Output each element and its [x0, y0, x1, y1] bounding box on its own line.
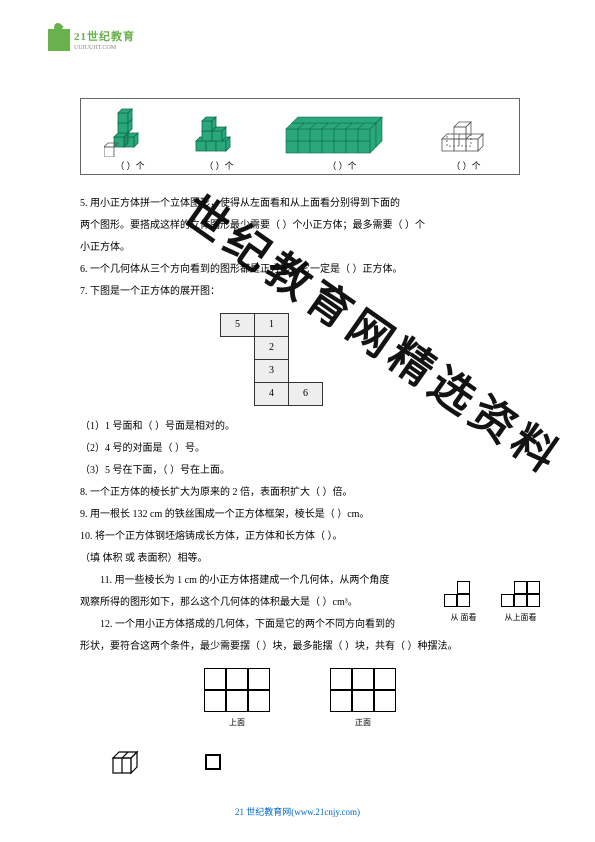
logo-title: 21世纪教育 — [74, 28, 135, 44]
square-icon — [204, 753, 224, 773]
q9: 9. 用一根长 132 cm 的铁丝围成一个正方体框架，棱长是（ ）cm。 — [80, 504, 520, 526]
q7-intro: 7. 下图是一个正方体的展开图： — [80, 281, 520, 303]
cube-figure-3: （ ）个 — [282, 107, 402, 172]
q5-line1: 5. 用小正方体拼一个立体图形，使得从左面看和从上面看分别得到下面的 — [80, 193, 520, 215]
q12-views: 上面 正面 — [80, 668, 520, 732]
q12-2: 形状，要符合这两个条件，最少需要摆（ ）块，最多能摆（ ）块，共有（ ）种摆法。 — [80, 636, 520, 658]
front-view: 正面 — [330, 668, 396, 732]
q7-1: （1）1 号面和（ ）号面是相对的。 — [80, 416, 520, 438]
cube-net-diagram: 51 2 3 46 — [220, 313, 360, 406]
q10-1: 10. 将一个正方体钢坯熔铸成长方体，正方体和长方体（ ）。 — [80, 526, 520, 548]
cube-figure-2: （ ）个 — [190, 107, 248, 172]
page-content: （ ）个 （ ）个 — [80, 98, 520, 776]
cube-icon — [110, 750, 144, 776]
q5-line3: 小正方体。 — [80, 237, 520, 259]
q10-2: （填 体积 或 表面积）相等。 — [80, 548, 520, 570]
footer-url: (www.21cnjy.com) — [291, 807, 360, 817]
footer-site: 21 世纪教育网 — [235, 807, 291, 817]
page-footer: 21 世纪教育网(www.21cnjy.com) — [0, 805, 595, 818]
q7-3: （3）5 号在下面，（ ）号在上面。 — [80, 460, 520, 482]
site-logo: 21世纪教育 UUIUUHT.COM — [48, 28, 135, 51]
cube-label: （ ）个 — [204, 159, 233, 172]
cube-figure-4: （ ）个 — [436, 107, 496, 172]
q6-line1: 6. 一个几何体从三个方向看到的图形都是正方形，它一定是（ ）正方体。 — [80, 259, 520, 281]
cube-label: （ ）个 — [327, 159, 356, 172]
cube-figure-1: （ ）个 — [104, 107, 156, 172]
left-view: 从 面看 — [444, 581, 483, 627]
cube-label: （ ）个 — [451, 159, 480, 172]
q5-line2: 两个图形。要搭成这样的立体图形最少需要（ ）个小正方体；最多需要（ ）个 — [80, 215, 520, 237]
q11-views: 从 面看 从上面看 — [444, 581, 540, 627]
cube-figures-row: （ ）个 （ ）个 — [80, 98, 520, 175]
q8: 8. 一个正方体的棱长扩大为原来的 2 倍，表面积扩大（ ）倍。 — [80, 482, 520, 504]
q7-2: （2）4 号的对面是（ ）号。 — [80, 438, 520, 460]
cube-label: （ ）个 — [115, 159, 144, 172]
logo-icon — [48, 29, 70, 51]
up-view: 上面 — [204, 668, 270, 732]
bottom-icons — [110, 750, 520, 776]
top-view: 从上面看 — [501, 581, 540, 627]
logo-subtitle: UUIUUHT.COM — [74, 45, 135, 51]
question-text-block: 5. 用小正方体拼一个立体图形，使得从左面看和从上面看分别得到下面的 两个图形。… — [80, 193, 520, 776]
